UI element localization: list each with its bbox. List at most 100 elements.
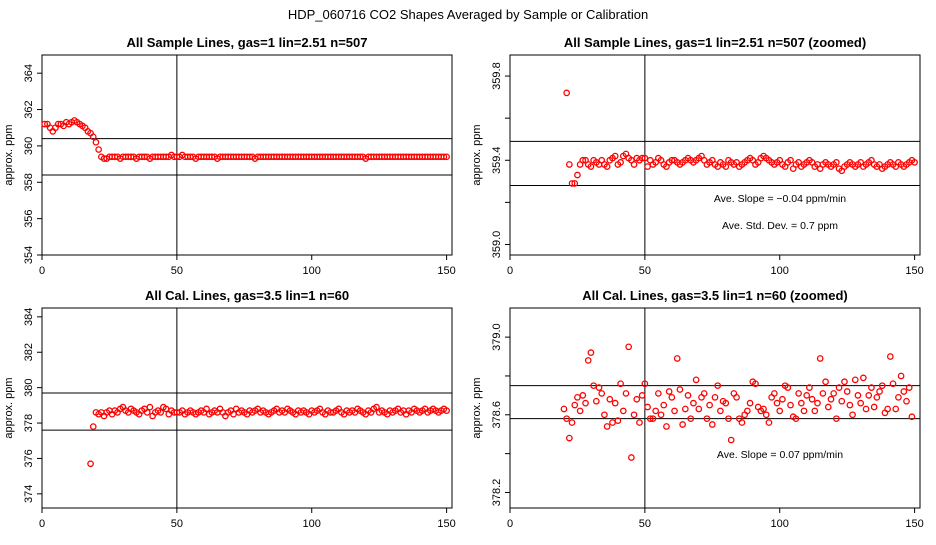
data-point bbox=[668, 393, 676, 401]
data-point bbox=[671, 407, 678, 415]
data-point bbox=[851, 376, 859, 384]
data-point bbox=[641, 380, 649, 388]
data-point bbox=[889, 380, 897, 388]
y-tick-label: 362 bbox=[23, 100, 35, 118]
data-point bbox=[776, 407, 784, 415]
data-point bbox=[587, 349, 595, 357]
x-tick-label: 0 bbox=[507, 265, 513, 277]
data-point bbox=[873, 393, 881, 401]
data-point bbox=[595, 384, 603, 391]
x-tick-label: 0 bbox=[39, 265, 45, 277]
x-tick-label: 0 bbox=[507, 518, 513, 530]
data-point bbox=[846, 401, 854, 409]
data-point bbox=[568, 180, 576, 187]
chart-title: All Cal. Lines, gas=3.5 lin=1 n=60 bbox=[145, 288, 349, 303]
data-point bbox=[579, 156, 587, 164]
data-point bbox=[644, 163, 651, 170]
data-point bbox=[655, 390, 662, 397]
data-point bbox=[606, 395, 614, 403]
x-tick-label: 150 bbox=[905, 265, 923, 277]
data-point bbox=[146, 403, 154, 411]
data-point bbox=[603, 423, 611, 430]
data-point bbox=[895, 393, 902, 401]
x-tick-label: 150 bbox=[437, 265, 455, 277]
data-point bbox=[638, 392, 646, 399]
data-point bbox=[587, 163, 595, 170]
data-point bbox=[787, 401, 794, 409]
data-point bbox=[87, 460, 94, 468]
data-point bbox=[622, 390, 630, 397]
data-point bbox=[203, 405, 210, 413]
data-point bbox=[738, 419, 746, 426]
data-point bbox=[630, 411, 638, 419]
x-tick-label: 50 bbox=[171, 265, 183, 277]
data-point bbox=[568, 419, 576, 426]
x-tick-label: 50 bbox=[639, 518, 651, 530]
data-point bbox=[617, 159, 624, 166]
data-point bbox=[684, 392, 692, 399]
data-point bbox=[752, 380, 759, 388]
y-tick-label: 359.8 bbox=[491, 62, 503, 90]
x-tick-label: 50 bbox=[639, 265, 651, 277]
data-point bbox=[746, 399, 754, 407]
data-point bbox=[876, 388, 883, 395]
data-point bbox=[824, 403, 832, 411]
data-point bbox=[744, 407, 751, 415]
data-point bbox=[143, 409, 151, 416]
y-tick-label: 380 bbox=[23, 378, 35, 396]
y-tick-label: 376 bbox=[23, 449, 35, 467]
x-tick-label: 100 bbox=[771, 518, 789, 530]
x-tick-label: 100 bbox=[303, 518, 321, 530]
x-tick-label: 150 bbox=[905, 518, 923, 530]
data-point bbox=[603, 163, 611, 170]
data-point bbox=[835, 384, 843, 391]
page-title: HDP_060716 CO2 Shapes Averaged by Sample… bbox=[288, 7, 648, 22]
annotation: Ave. Std. Dev. = 0.7 ppm bbox=[722, 220, 838, 232]
data-point bbox=[725, 415, 732, 423]
chart-panel-2: All Sample Lines, gas=1 lin=2.51 n=507 (… bbox=[471, 35, 924, 277]
y-tick-label: 364 bbox=[23, 64, 35, 82]
data-point bbox=[779, 395, 786, 403]
data-point bbox=[649, 415, 657, 423]
data-point bbox=[857, 399, 865, 407]
data-point bbox=[565, 161, 573, 168]
data-point bbox=[762, 411, 770, 419]
data-point bbox=[584, 357, 592, 364]
data-point bbox=[571, 401, 579, 409]
data-point bbox=[814, 399, 821, 407]
data-point bbox=[574, 393, 581, 401]
data-point bbox=[443, 153, 450, 161]
data-point bbox=[617, 380, 624, 388]
data-point bbox=[860, 374, 867, 382]
data-point bbox=[803, 392, 811, 399]
data-point bbox=[679, 421, 686, 428]
data-point bbox=[614, 417, 622, 424]
y-axis-label: approx. ppm bbox=[471, 377, 483, 438]
data-point bbox=[841, 378, 848, 386]
annotation: Ave. Slope = −0.04 ppm/min bbox=[714, 193, 846, 205]
x-tick-label: 150 bbox=[437, 518, 455, 530]
y-axis-label: approx. ppm bbox=[3, 377, 15, 438]
data-point bbox=[440, 153, 448, 161]
data-point bbox=[563, 89, 570, 97]
data-point bbox=[630, 161, 638, 168]
data-point bbox=[706, 401, 713, 409]
data-point bbox=[638, 154, 646, 162]
chart-title: All Sample Lines, gas=1 lin=2.51 n=507 (… bbox=[564, 35, 866, 50]
data-point bbox=[854, 392, 862, 399]
data-point bbox=[911, 159, 918, 166]
x-tick-label: 0 bbox=[39, 518, 45, 530]
y-tick-label: 384 bbox=[23, 308, 35, 326]
data-point bbox=[819, 390, 827, 397]
data-point bbox=[808, 395, 816, 403]
y-tick-label: 359.0 bbox=[491, 231, 503, 259]
data-point bbox=[663, 423, 670, 430]
data-point bbox=[576, 407, 584, 415]
data-point bbox=[611, 399, 619, 407]
data-point bbox=[892, 405, 900, 413]
data-point bbox=[770, 390, 778, 397]
y-tick-label: 360 bbox=[23, 137, 35, 155]
data-point bbox=[897, 372, 905, 380]
